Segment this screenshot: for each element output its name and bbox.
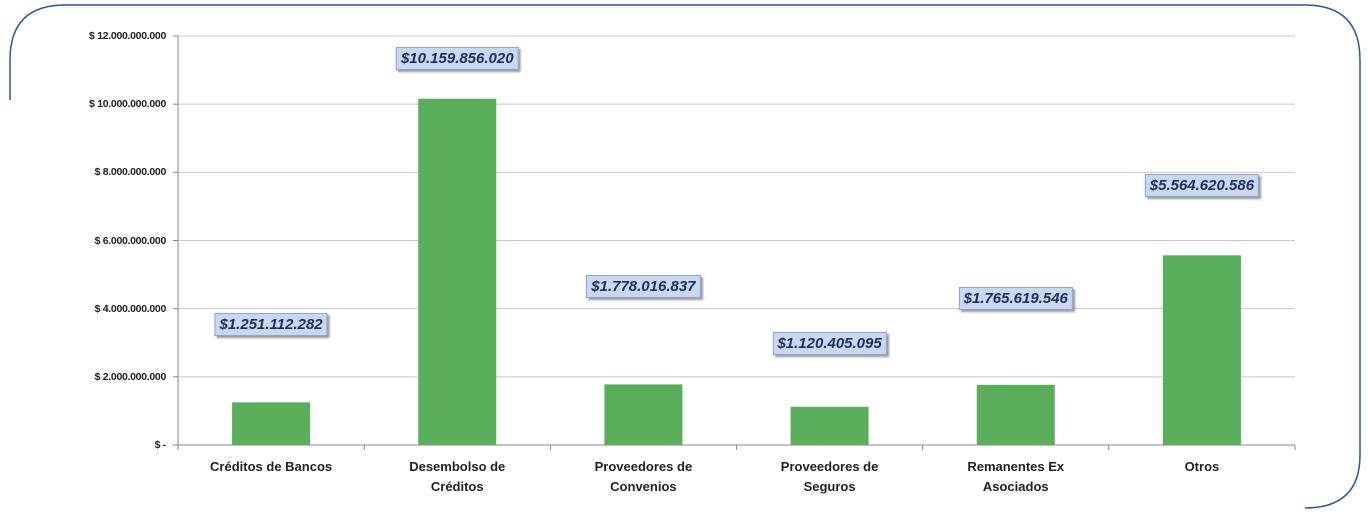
bar	[790, 406, 869, 445]
y-tick-label: $ -	[154, 439, 167, 451]
data-label: $1.120.405.095	[772, 332, 887, 355]
data-label: $5.564.620.586	[1144, 174, 1260, 197]
bar	[418, 98, 497, 446]
data-label: $10.159.856.020	[395, 47, 519, 70]
y-tick-label: $ 4.000.000.000	[94, 302, 167, 315]
data-label: $1.765.619.546	[958, 287, 1073, 310]
data-label: $1.778.016.837	[586, 275, 701, 298]
x-tick-label: Proveedores de Seguros	[780, 459, 879, 494]
bar	[1162, 255, 1241, 445]
bar	[976, 384, 1055, 445]
x-tick-label: Desembolso de Créditos	[409, 459, 506, 494]
bar	[604, 384, 683, 445]
bar	[232, 402, 311, 445]
x-tick-label: Remanentes Ex Asociados	[967, 459, 1065, 494]
frame	[9, 4, 1361, 509]
y-tick-label: $ 8.000.000.000	[94, 166, 167, 179]
y-tick-label: $ 10.000.000.000	[89, 98, 166, 111]
x-tick-label: Créditos de Bancos	[210, 459, 333, 474]
y-tick-label: $ 12.000.000.000	[89, 30, 166, 42]
x-tick-label: Otros	[1184, 459, 1220, 474]
data-label: $1.251.112.282	[214, 313, 328, 336]
x-tick-label: Proveedores de Convenios	[594, 459, 693, 494]
y-tick-label: $ 2.000.000.000	[94, 370, 167, 383]
y-tick-label: $ 6.000.000.000	[94, 234, 167, 247]
